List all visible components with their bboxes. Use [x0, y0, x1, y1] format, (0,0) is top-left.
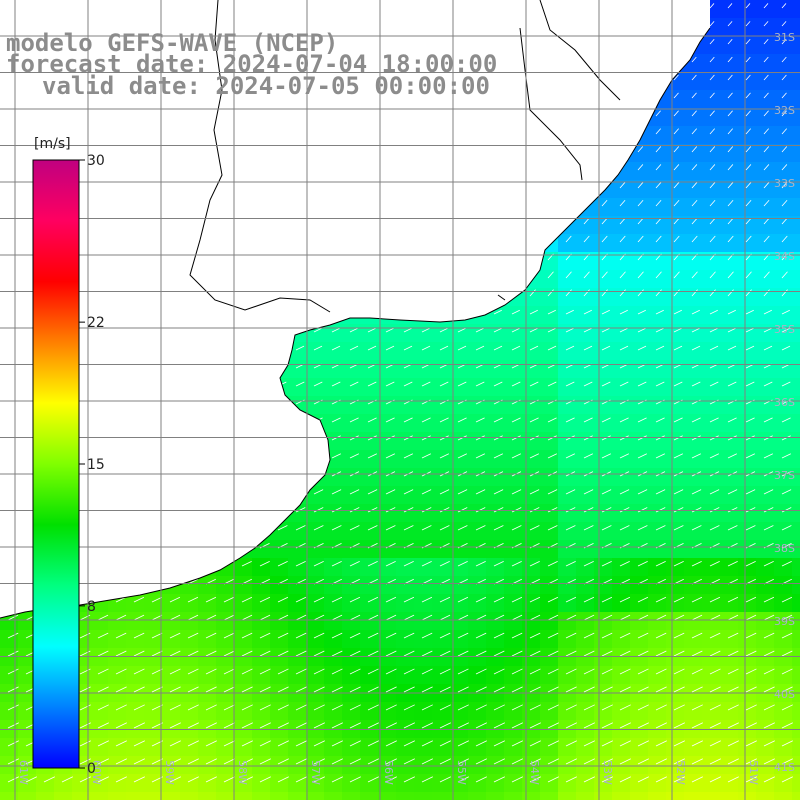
latitude-label: 37S: [774, 469, 795, 482]
longitude-label: 54W: [528, 760, 541, 785]
colorbar-tick-label: 30: [87, 153, 105, 169]
latitude-label: 38S: [774, 542, 795, 555]
colorbar-ticks: 30 22 15 8 0: [79, 153, 105, 777]
model-title: modelo GEFS-WAVE (NCEP): [6, 29, 339, 57]
colorbar-tick-label: 15: [87, 457, 105, 473]
longitude-label: 60W: [90, 760, 103, 785]
colorbar-tick-label: 22: [87, 315, 105, 331]
forecast-date: forecast date: 2024-07-04 18:00:00: [6, 50, 498, 78]
colorbar-tick-label: 0: [87, 761, 96, 777]
latitude-label: 41S: [774, 761, 795, 774]
latitude-label: 36S: [774, 396, 795, 409]
colorbar-gradient: [32, 159, 80, 769]
river-line: [189, 0, 621, 313]
longitude-label: 51W: [747, 760, 760, 785]
longitude-label: 57W: [309, 760, 322, 785]
longitude-label: 58W: [236, 760, 249, 785]
longitude-label: 52W: [674, 760, 687, 785]
latitude-label: 34S: [774, 250, 795, 263]
land-mass: [0, 0, 710, 618]
latitude-label: 35S: [774, 323, 795, 336]
latitude-label: 31S: [774, 31, 795, 44]
longitude-label: 53W: [601, 760, 614, 785]
latitude-label: 39S: [774, 615, 795, 628]
longitude-label: 55W: [455, 760, 468, 785]
latitude-label: 33S: [774, 177, 795, 190]
colorbar-unit: [m/s]: [34, 136, 71, 152]
colorbar-tick-label: 8: [87, 599, 96, 615]
longitude-label: 56W: [382, 760, 395, 785]
coastline: [0, 27, 711, 619]
latitude-labels: 31S 32S 33S 34S 35S 36S 37S 38S 39S 40S 41S: [774, 31, 795, 774]
colorbar: [m/s] 30 22 15 8 0: [32, 136, 105, 777]
longitude-label: 61W: [17, 760, 30, 785]
longitude-labels: 61W 60W 59W 58W 57W 56W 55W 54W 53W 52W 51W: [17, 760, 760, 785]
latitude-label: 40S: [774, 688, 795, 701]
longitude-label: 59W: [163, 760, 176, 785]
valid-date: valid date: 2024-07-05 00:00:00: [42, 72, 490, 100]
latitude-label: 32S: [774, 104, 795, 117]
